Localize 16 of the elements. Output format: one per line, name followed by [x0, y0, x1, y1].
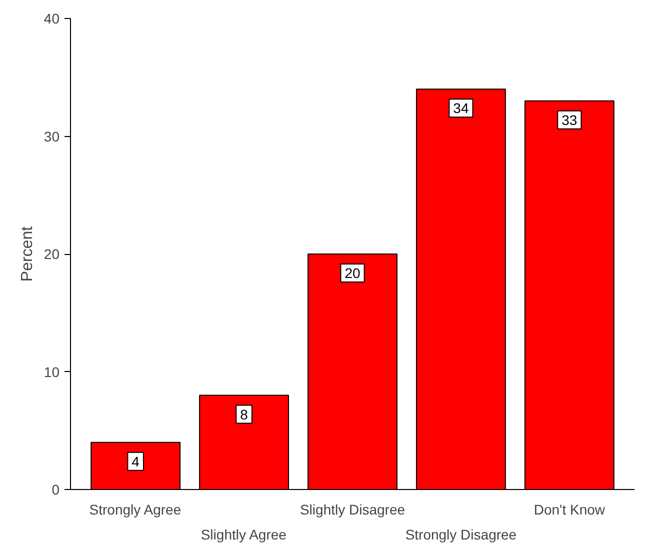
y-tick-label: 20 [44, 246, 60, 262]
x-tick-label: Slightly Disagree [300, 502, 406, 518]
y-axis-title: Percent [18, 226, 36, 282]
x-tick-label: Strongly Disagree [405, 526, 517, 542]
data-label: 8 [240, 406, 248, 422]
data-label: 33 [562, 112, 578, 128]
data-label: 20 [344, 265, 360, 281]
x-tick-label: Slightly Agree [200, 526, 287, 542]
x-tick-label: Don't Know [534, 502, 606, 518]
y-tick-label: 0 [52, 482, 60, 498]
y-tick-label: 40 [44, 10, 60, 26]
y-tick-label: 30 [44, 128, 60, 144]
data-label: 4 [132, 453, 140, 470]
y-tick-label: 10 [44, 364, 60, 380]
data-label: 34 [453, 100, 469, 116]
x-tick-label: Strongly Agree [89, 502, 182, 518]
